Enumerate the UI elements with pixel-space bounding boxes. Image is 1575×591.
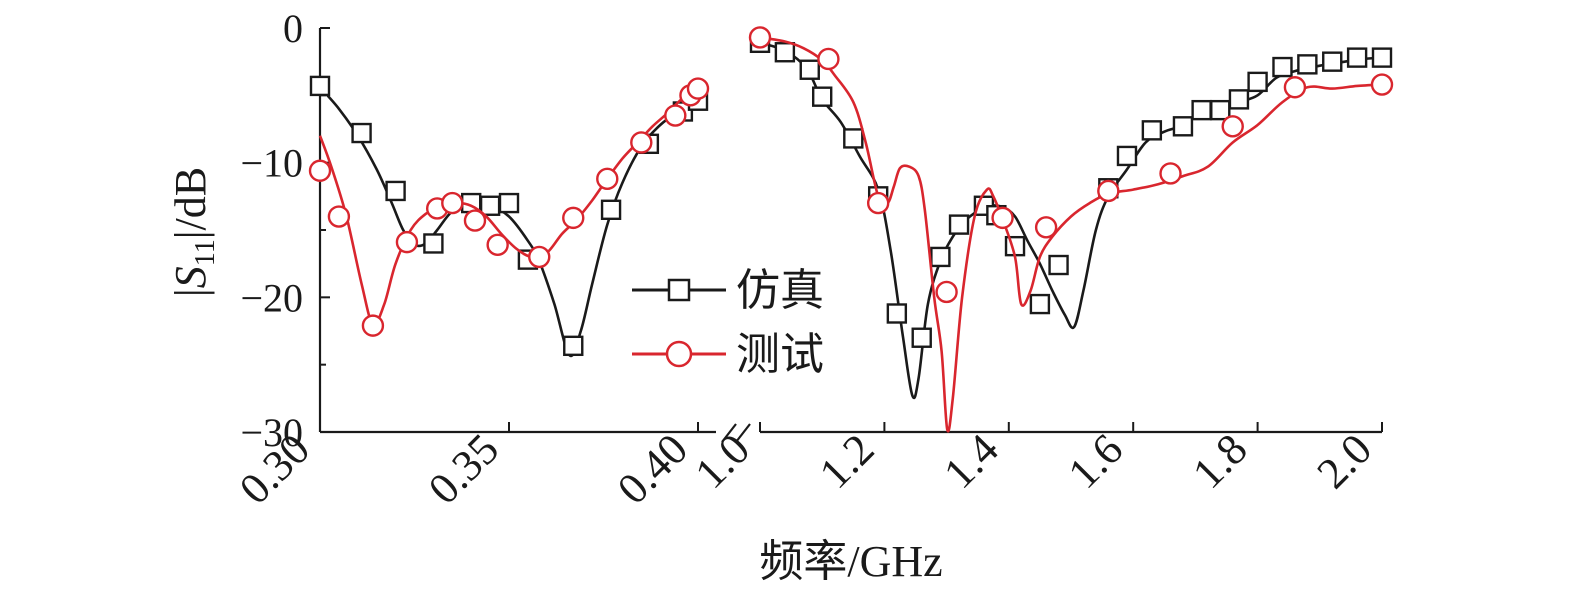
data-point-square (1191, 99, 1212, 121)
data-point-circle (395, 230, 419, 254)
legend-meas-label: 测试 (736, 330, 824, 379)
data-point-square (479, 195, 501, 216)
data-point-square (563, 335, 584, 357)
series (308, 26, 1394, 433)
data-point-square (774, 42, 796, 63)
data-point-circle (463, 209, 487, 232)
legend-item-sim: 仿真 (632, 266, 824, 315)
data-point-square (911, 327, 932, 348)
ticks: 0−10−20−300.30 0.35 0.401.0 1.2 1.4 1.6 1.8 2.0 (230, 6, 1383, 514)
data-point-square (1272, 56, 1293, 78)
data-point-square (385, 180, 406, 202)
data-point-circle (817, 47, 840, 71)
data-point-circle (528, 245, 551, 269)
axis-break-mark (735, 423, 751, 443)
data-point-square (1029, 293, 1051, 315)
y-tick-label: 0 (283, 6, 303, 51)
legend-sim-square-marker (667, 278, 691, 302)
data-point-circle (748, 26, 772, 49)
data-point-circle (686, 77, 710, 100)
data-point-square (1210, 99, 1231, 121)
data-point-square (309, 75, 331, 97)
legend: 仿真 测试 (632, 266, 824, 379)
data-point-square (1247, 71, 1268, 93)
x-tick-label: 1.4 (934, 424, 1008, 498)
x-tick-label: 2.0 (1308, 424, 1382, 498)
data-point-square (351, 122, 372, 144)
data-point-square (1172, 116, 1194, 137)
x-tick-label: 1.0 (686, 424, 760, 498)
y-tick-label: −10 (240, 141, 303, 186)
y-tick-label: −20 (240, 275, 303, 320)
data-point-square (812, 86, 833, 107)
data-point-circle (1221, 115, 1244, 138)
y-axis-title-open: | (166, 288, 215, 297)
data-point-square (1322, 51, 1343, 72)
data-point-circle (1159, 162, 1182, 185)
data-point-circle (486, 233, 509, 257)
data-point-circle (1370, 73, 1394, 96)
data-point-square (1228, 89, 1250, 110)
data-point-circle (327, 205, 351, 228)
legend-sim-label: 仿真 (736, 266, 824, 315)
y-axis-title-symbol: S (166, 266, 215, 288)
series-line (319, 86, 699, 358)
data-point-square (930, 246, 951, 268)
data-point-square (1048, 254, 1069, 276)
data-point-square (1371, 47, 1393, 68)
data-point-circle (664, 104, 687, 127)
data-point-circle (361, 314, 385, 337)
data-point-square (600, 199, 622, 221)
data-point-square (498, 192, 520, 214)
data-point-circle (441, 191, 464, 215)
legend-meas-circle-marker (665, 340, 693, 368)
data-point-square (948, 214, 970, 235)
data-point-square (886, 303, 908, 324)
data-point-square (1297, 54, 1318, 75)
y-axis-title-subscript: 11 (190, 239, 221, 266)
data-point-circle (1283, 76, 1307, 99)
data-point-square (1346, 47, 1368, 68)
data-point-circle (866, 191, 890, 215)
data-point-square (799, 59, 820, 80)
x-axis-title: 频率/GHz (759, 537, 942, 586)
x-tick-label: 1.6 (1059, 424, 1133, 498)
data-point-circle (1097, 179, 1120, 203)
legend-item-meas: 测试 (632, 330, 824, 379)
x-tick-label: 1.8 (1183, 424, 1257, 498)
data-point-circle (630, 131, 653, 154)
series-measurement (308, 26, 1394, 433)
series-simulation (309, 32, 1393, 400)
x-tick-label: 0.35 (419, 424, 508, 513)
data-point-square (1141, 120, 1163, 141)
y-axis-title: |S11|/dB (166, 167, 221, 297)
data-point-square (1116, 145, 1138, 167)
data-point-square (843, 128, 864, 149)
data-point-circle (935, 280, 958, 304)
data-point-circle (562, 206, 585, 230)
y-axis-title-close: |/dB (166, 167, 215, 239)
data-point-circle (1034, 216, 1058, 239)
data-point-circle (991, 206, 1014, 230)
axis-break-mark (721, 423, 737, 443)
y-tick-label: −30 (240, 410, 303, 455)
data-point-circle (308, 159, 332, 182)
x-tick-label: 1.2 (810, 424, 884, 498)
x-tick-label: 0.40 (608, 424, 697, 513)
data-point-circle (596, 167, 619, 191)
data-point-square (423, 233, 444, 254)
